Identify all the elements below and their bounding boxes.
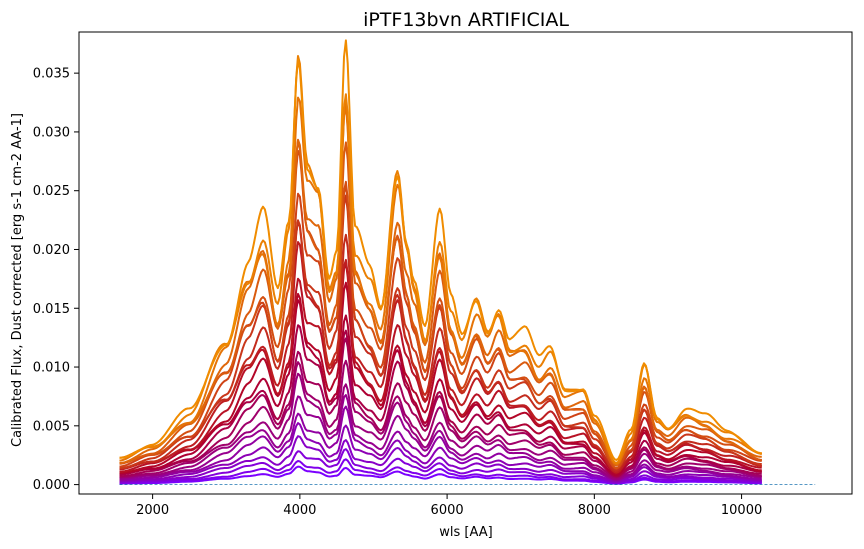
spectrum-line-5 [119, 422, 762, 483]
spectrum-line-20 [119, 139, 762, 467]
series-group [119, 39, 763, 485]
spectrum-line-9 [119, 359, 762, 479]
x-tick-label: 2000 [136, 503, 169, 518]
spectrum-line-22 [119, 96, 762, 466]
x-axis-label: wls [AA] [439, 525, 492, 540]
y-tick-label: 0.030 [33, 125, 70, 140]
x-tick-label: 4000 [283, 503, 316, 518]
spectrum-line-13 [119, 281, 762, 475]
y-axis-label: Calibrated Flux, Dust corrected [erg s-1… [10, 113, 25, 447]
spectrum-line-4 [119, 435, 762, 484]
spectrum-line-7 [119, 394, 762, 481]
y-tick-label: 0.000 [33, 478, 70, 493]
x-tick-label: 8000 [578, 503, 611, 518]
y-tick-label: 0.015 [33, 302, 70, 317]
spectrum-line-15 [119, 241, 762, 474]
y-tick-label: 0.005 [33, 419, 70, 434]
x-tick-label: 6000 [431, 503, 464, 518]
y-tick-label: 0.025 [33, 184, 70, 199]
x-tick-label: 10000 [721, 503, 762, 518]
spectrum-line-14 [119, 262, 762, 474]
y-tick-label: 0.020 [33, 243, 70, 258]
spectrum-line-11 [119, 324, 762, 478]
spectrum-line-18 [119, 184, 762, 470]
spectrum-line-10 [119, 337, 762, 478]
plot-frame [78, 31, 853, 495]
spectrum-line-6 [119, 405, 762, 482]
spectrum-line-8 [119, 372, 762, 481]
x-axis: 2000 4000 6000 8000 10000 [136, 494, 762, 518]
y-axis: 0.000 0.005 0.010 0.015 0.020 0.025 0.030 0.035 [33, 67, 79, 493]
chart-title: iPTF13bvn ARTIFICIAL [363, 9, 569, 31]
y-tick-label: 0.035 [33, 67, 70, 82]
spectrum-line-3 [119, 448, 762, 484]
spectrum-line-2 [119, 458, 762, 485]
y-tick-label: 0.010 [33, 361, 70, 376]
spectrum-line-24 [119, 39, 762, 461]
